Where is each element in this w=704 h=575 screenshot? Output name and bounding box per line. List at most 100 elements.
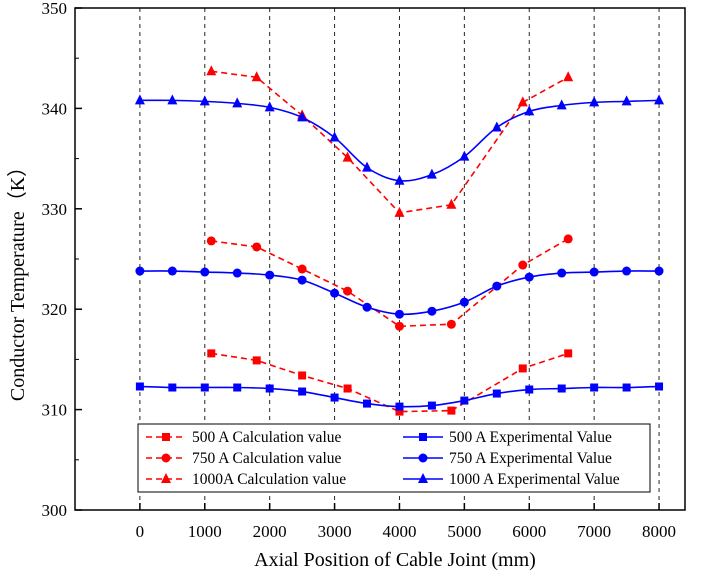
legend-label: 1000A Calculation value <box>192 471 346 488</box>
x-tick-label: 6000 <box>512 522 546 541</box>
data-point <box>563 234 573 244</box>
x-tick-label: 5000 <box>447 522 481 541</box>
data-point <box>232 268 242 278</box>
legend-item: 750 A Calculation value <box>146 450 341 467</box>
legend-marker <box>418 453 428 463</box>
data-point <box>394 321 404 331</box>
data-point <box>394 309 404 319</box>
data-point <box>362 302 372 312</box>
data-point <box>492 281 502 291</box>
data-point <box>395 407 404 416</box>
data-point <box>298 387 307 396</box>
data-point <box>426 168 437 179</box>
x-tick-label: 7000 <box>577 522 611 541</box>
legend-marker <box>161 473 171 483</box>
legend-label: 500 A Calculation value <box>192 429 341 446</box>
data-point <box>447 406 456 415</box>
data-point <box>564 349 573 358</box>
data-point <box>233 383 242 392</box>
y-tick-label: 330 <box>42 200 68 219</box>
legend-marker <box>419 433 427 441</box>
data-point <box>394 174 405 185</box>
data-point <box>446 319 456 329</box>
data-point <box>517 96 528 107</box>
data-point <box>329 131 340 142</box>
data-point <box>622 266 632 276</box>
data-point <box>427 401 436 410</box>
data-point <box>207 349 216 358</box>
x-axis-label: Axial Position of Cable Joint (mm) <box>254 549 536 571</box>
data-point <box>297 264 307 274</box>
legend-marker <box>418 473 428 483</box>
x-tick-label: 3000 <box>318 522 352 541</box>
legend-box <box>137 423 651 493</box>
data-point <box>200 267 210 277</box>
series-line <box>211 70 569 214</box>
legend-label: 500 A Experimental Value <box>449 429 612 446</box>
data-point <box>199 95 210 106</box>
y-axis-label: Conductor Temperature（K） <box>6 157 29 401</box>
data-point <box>491 121 502 132</box>
data-point <box>298 371 307 380</box>
grid-lines <box>139 8 660 510</box>
data-point <box>200 383 209 392</box>
data-point <box>518 260 528 270</box>
data-point <box>524 272 534 282</box>
data-point <box>167 94 178 105</box>
data-point <box>297 275 307 285</box>
legend-item: 500 A Experimental Value <box>403 429 612 446</box>
y-tick-label: 320 <box>42 300 68 319</box>
data-point <box>589 267 599 277</box>
y-tick-label: 340 <box>42 99 68 118</box>
data-point <box>342 151 353 162</box>
x-tick-label: 0 <box>136 522 145 541</box>
data-point <box>206 236 216 246</box>
data-point <box>446 198 457 209</box>
series-layer <box>134 65 665 416</box>
data-point <box>251 71 262 82</box>
x-tick-label: 2000 <box>253 522 287 541</box>
data-point <box>557 384 566 393</box>
legend-label: 750 A Experimental Value <box>449 450 612 467</box>
data-point <box>557 268 567 278</box>
data-point <box>518 364 527 373</box>
data-point <box>563 71 574 82</box>
data-point <box>265 270 275 280</box>
x-tick-label: 8000 <box>642 522 676 541</box>
data-point <box>459 150 470 161</box>
data-point <box>654 94 665 105</box>
data-point <box>590 383 599 392</box>
data-point <box>297 111 308 122</box>
data-point <box>621 95 632 106</box>
data-point <box>134 94 145 105</box>
data-point <box>168 383 177 392</box>
series-3 <box>206 65 574 217</box>
legend-label: 750 A Calculation value <box>192 450 341 467</box>
data-point <box>622 383 631 392</box>
series-6 <box>134 94 665 185</box>
y-tick-label: 310 <box>42 401 68 420</box>
legend-marker <box>161 453 171 463</box>
axes: 0 1000 2000 3000 4000 5000 6000 7000 8000 300 310 3… <box>42 0 677 541</box>
legend-item: 750 A Experimental Value <box>403 450 612 467</box>
series-4 <box>135 382 664 411</box>
data-point <box>252 242 262 252</box>
data-point <box>556 99 567 110</box>
legend-label: 1000 A Experimental Value <box>449 471 620 488</box>
legend: 500 A Calculation value 500 A Experimenta… <box>137 423 651 493</box>
series-line <box>211 352 569 413</box>
x-tick-label: 1000 <box>188 522 222 541</box>
series-5 <box>135 266 664 319</box>
y-tick-label: 350 <box>42 0 68 18</box>
data-point <box>394 206 405 217</box>
data-point <box>167 266 177 276</box>
data-point <box>395 402 404 411</box>
data-point <box>265 384 274 393</box>
series-line <box>211 238 569 328</box>
data-point <box>206 65 217 76</box>
data-point <box>330 393 339 402</box>
data-point <box>460 396 469 405</box>
data-point <box>343 286 353 296</box>
data-point <box>363 399 372 408</box>
